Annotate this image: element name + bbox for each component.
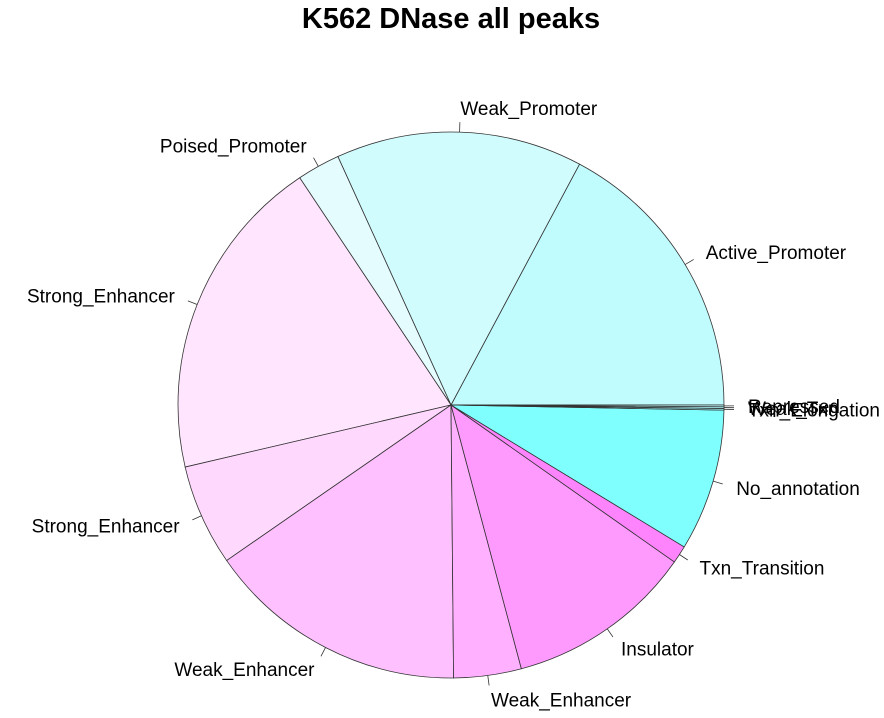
pie-labels: Active_Promoter Weak_Promoter Poised_Promo… [27, 99, 880, 711]
pie-slice-label: Txn_Transition [699, 559, 824, 580]
pie-label-tick [684, 259, 694, 265]
pie-slice-label: Repressed [748, 397, 840, 418]
pie-slice-label: Txn_Elongation [748, 401, 880, 422]
pie-slice-label: Active_Promoter [706, 243, 847, 264]
chart-title: K562 DNase all peaks [302, 3, 600, 35]
pie-slice-label: No_annotation [736, 479, 860, 500]
pie-slice-label: Strong_Enhancer [32, 517, 181, 538]
pie-slice-label: Insulator [621, 640, 695, 661]
pie-label-ticks [187, 122, 735, 686]
pie-label-tick [192, 515, 202, 521]
pie-label-tick [313, 157, 319, 167]
pie-label-tick [679, 554, 688, 561]
pie-slice-label: Weak_Txn [748, 399, 838, 420]
pie-slice [177, 177, 452, 468]
pie-slice [450, 404, 725, 408]
pie-slice-label: Weak_Enhancer [174, 660, 315, 681]
pie-label-tick [713, 480, 723, 485]
pie-slice [449, 404, 725, 548]
pie-label-tick [606, 628, 614, 638]
pie-slices [177, 131, 725, 679]
pie-slice-label: Poised_Promoter [160, 136, 307, 157]
pie-slice-label: Strong_Enhancer [27, 287, 176, 308]
pie-slice-label: Weak_Promoter [460, 99, 598, 120]
pie-slice [450, 404, 675, 670]
pie-label-tick [487, 675, 490, 686]
pie-label-tick [187, 300, 198, 305]
pie-slice [337, 131, 581, 406]
pie-slice-label: Weak_Enhancer [491, 690, 632, 711]
pie-label-tick [320, 647, 326, 657]
